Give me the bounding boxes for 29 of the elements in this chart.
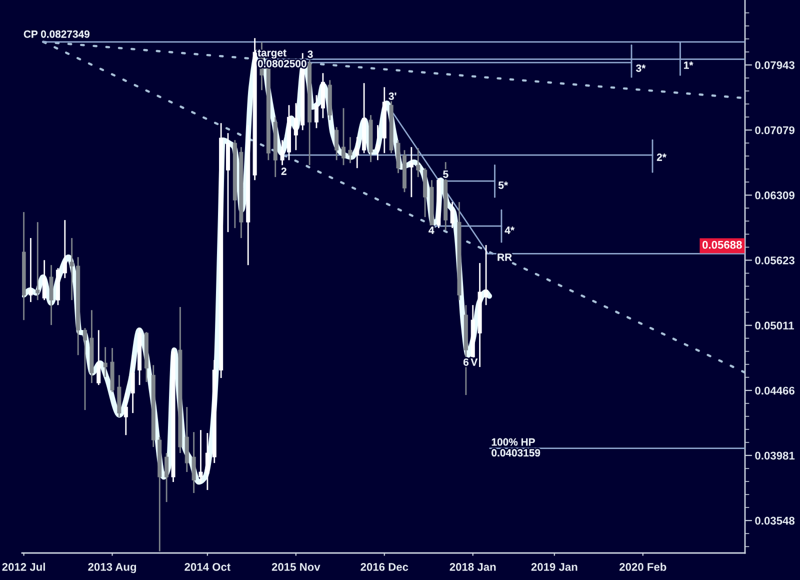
- y-tick-label: 0.05011: [755, 322, 794, 330]
- annotation: RR: [498, 254, 512, 261]
- y-tick-label: 0.07943: [755, 61, 794, 70]
- x-tick-label: 2019 Jan: [531, 563, 578, 571]
- annotation: 100% HP 0.0403159: [492, 438, 540, 457]
- annotation: 2*: [656, 154, 666, 161]
- x-tick-label: 2014 Oct: [184, 563, 230, 571]
- x-tick-label: 2020 Feb: [620, 562, 666, 571]
- y-tick-label: 0.04466: [755, 386, 794, 395]
- y-tick-label: 0.03548: [755, 516, 795, 525]
- y-tick-label: 0.03981: [755, 452, 795, 460]
- annotation: 3: [308, 50, 313, 58]
- x-tick-label: 2012 Jul: [2, 562, 45, 571]
- x-tick-label: 2015 Nov: [272, 563, 320, 571]
- annotation: 3': [388, 92, 396, 100]
- annotation: 5*: [498, 182, 508, 189]
- annotation: 4*: [504, 226, 514, 234]
- annotation: 1*: [684, 62, 694, 69]
- ref-line-label: 0.05688: [702, 240, 742, 249]
- annotation: CP 0.0827349: [24, 30, 90, 38]
- y-tick-label: 0.07079: [755, 126, 794, 134]
- x-tick-label: 2018 Jan: [450, 563, 496, 571]
- annotation: 3*: [636, 64, 646, 72]
- x-tick-label: 2013 Aug: [88, 562, 136, 574]
- y-tick-label: 0.06309: [755, 191, 794, 200]
- annotation: V: [470, 358, 478, 366]
- y-tick-label: 0.05623: [755, 256, 794, 264]
- annotation: 2: [281, 168, 286, 175]
- x-tick-label: 2016 Dec: [360, 563, 408, 571]
